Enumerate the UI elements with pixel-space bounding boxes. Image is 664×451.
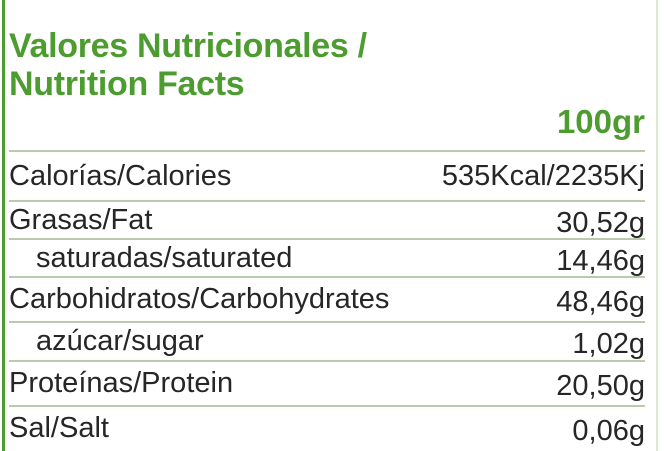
row-value: 14,46g (556, 244, 645, 277)
row-label: saturadas/saturated (36, 241, 293, 274)
table-row-salt: Sal/Salt 0,06g (9, 405, 645, 449)
row-value: 20,50g (556, 370, 645, 402)
table-row-sugar: azúcar/sugar 1,02g (9, 321, 645, 360)
row-label: Sal/Salt (9, 411, 109, 444)
table-row-saturated: saturadas/saturated 14,46g (9, 238, 645, 277)
table-row-fat: Grasas/Fat 30,52g (9, 200, 645, 239)
table-row-calories: Calorías/Calories 535Kcal/2235Kj (9, 150, 645, 200)
row-value: 0,06g (572, 414, 645, 447)
right-edge-line (656, 0, 658, 451)
row-label: Carbohidratos/Carbohydrates (9, 283, 390, 315)
label-title-line1: Valores Nutricionales / (9, 27, 367, 65)
table-row-protein: Proteínas/Protein 20,50g (9, 360, 645, 405)
row-label: azúcar/sugar (36, 325, 204, 357)
row-label: Proteínas/Protein (9, 367, 234, 399)
label-title-line2: Nutrition Facts (9, 65, 245, 103)
serving-size: 100gr (556, 103, 645, 140)
row-value: 30,52g (556, 206, 645, 239)
row-value: 1,02g (572, 328, 645, 360)
label-content: Valores Nutricionales / Nutrition Facts … (9, 0, 645, 449)
left-edge-bar (2, 0, 5, 451)
nutrition-table: Calorías/Calories 535Kcal/2235Kj Grasas/… (9, 150, 645, 449)
row-value: 48,46g (556, 286, 645, 318)
row-value: 535Kcal/2235Kj (441, 159, 645, 192)
label-title: Valores Nutricionales / Nutrition Facts (9, 27, 645, 103)
row-label: Grasas/Fat (9, 203, 153, 236)
row-label: Calorías/Calories (9, 159, 232, 192)
table-row-carbohydrates: Carbohidratos/Carbohydrates 48,46g (9, 276, 645, 321)
